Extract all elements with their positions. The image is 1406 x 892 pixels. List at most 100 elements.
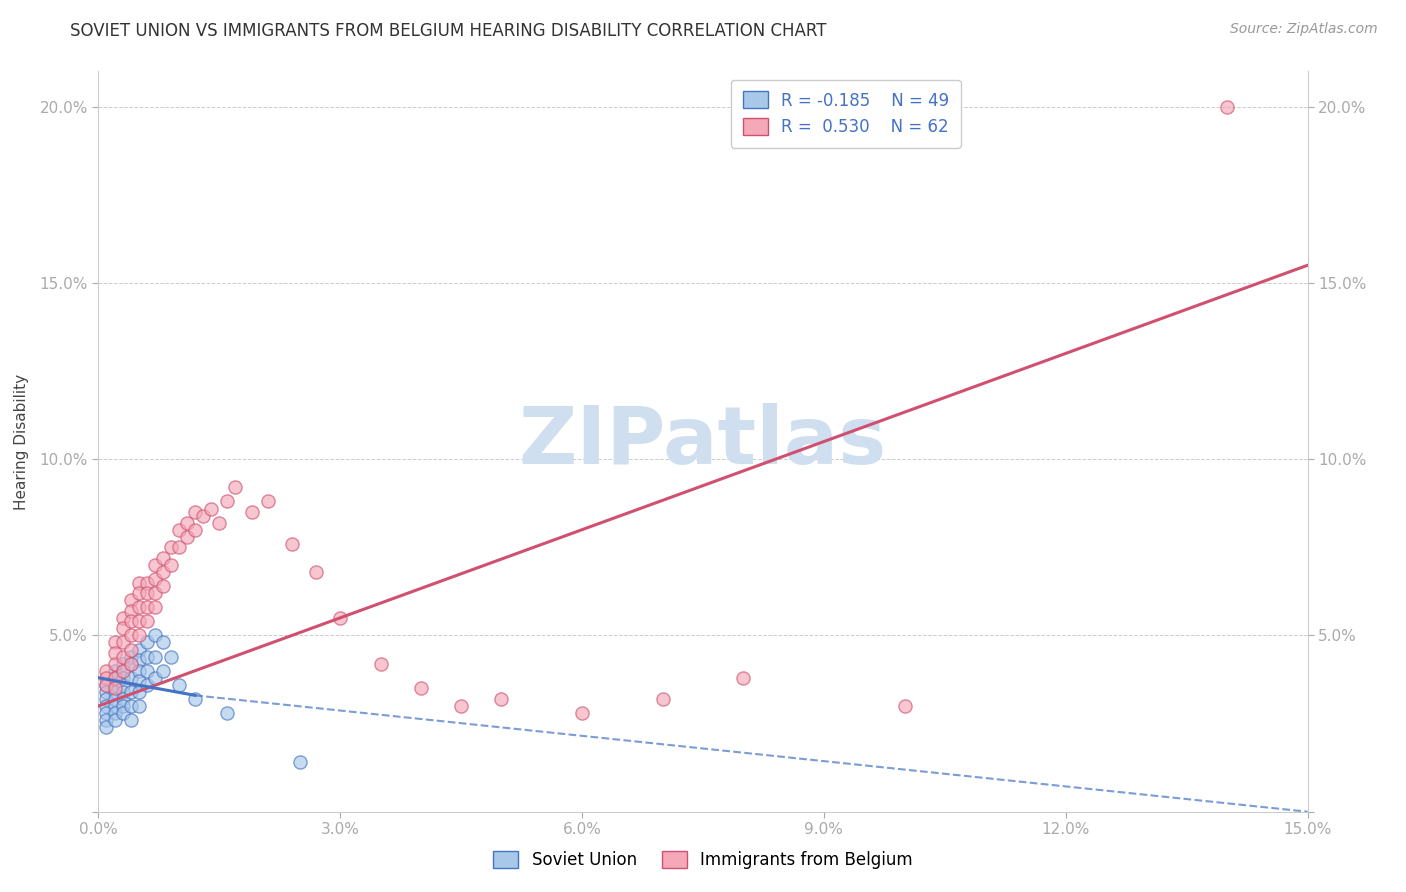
Point [111,657,134,671]
Point [128,600,150,615]
Point [111,685,134,699]
Point [893,698,915,713]
Point [135,586,157,600]
Point [143,572,166,586]
Point [96,671,118,685]
Point [96,678,118,692]
Point [120,642,142,657]
Point [111,678,134,692]
Point [176,516,198,530]
Point [128,685,150,699]
Text: Source: ZipAtlas.com: Source: ZipAtlas.com [1230,22,1378,37]
Point [160,541,183,555]
Point [103,678,125,692]
Point [96,698,118,713]
Legend: Soviet Union, Immigrants from Belgium: Soviet Union, Immigrants from Belgium [484,841,922,880]
Point [135,600,157,615]
Point [128,674,150,689]
Point [103,671,125,685]
Point [111,698,134,713]
Point [571,706,593,720]
Point [120,628,142,642]
Point [128,575,150,590]
Point [143,671,166,685]
Point [111,621,134,635]
Point [120,698,142,713]
Point [370,657,392,671]
Point [103,657,125,671]
Point [651,692,673,706]
Y-axis label: Hearing Disability: Hearing Disability [14,374,28,509]
Point [103,671,125,685]
Point [143,600,166,615]
Point [135,664,157,678]
Point [128,698,150,713]
Legend: R = -0.185    N = 49, R =  0.530    N = 62: R = -0.185 N = 49, R = 0.530 N = 62 [731,79,960,148]
Point [143,649,166,664]
Point [176,530,198,544]
Point [167,678,190,692]
Point [120,657,142,671]
Point [111,664,134,678]
Point [200,501,222,516]
Point [329,611,352,625]
Point [143,586,166,600]
Point [143,628,166,642]
Point [120,649,142,664]
Point [120,593,142,607]
Point [160,649,183,664]
Point [128,615,150,629]
Point [103,646,125,660]
Point [128,628,150,642]
Point [135,649,157,664]
Point [103,635,125,649]
Point [152,664,174,678]
Point [96,685,118,699]
Point [111,649,134,664]
Point [224,480,246,494]
Point [103,692,125,706]
Point [217,494,239,508]
Point [120,685,142,699]
Point [120,671,142,685]
Point [217,706,239,720]
Point [152,565,174,579]
Point [240,505,263,519]
Point [96,720,118,734]
Point [288,756,311,770]
Point [120,615,142,629]
Point [96,706,118,720]
Point [281,537,304,551]
Point [111,692,134,706]
Point [152,550,174,565]
Point [450,698,472,713]
Point [103,698,125,713]
Point [491,692,513,706]
Point [103,685,125,699]
Point [184,505,207,519]
Point [152,635,174,649]
Point [120,604,142,618]
Point [1216,100,1239,114]
Point [135,575,157,590]
Point [167,541,190,555]
Point [111,706,134,720]
Point [143,558,166,572]
Point [193,508,215,523]
Point [128,642,150,657]
Point [733,671,755,685]
Point [128,653,150,667]
Point [135,615,157,629]
Point [409,681,432,696]
Point [135,678,157,692]
Point [256,494,278,508]
Point [184,523,207,537]
Point [103,706,125,720]
Point [120,657,142,671]
Point [111,611,134,625]
Text: ZIPatlas: ZIPatlas [519,402,887,481]
Point [167,523,190,537]
Point [184,692,207,706]
Point [120,713,142,727]
Point [305,565,328,579]
